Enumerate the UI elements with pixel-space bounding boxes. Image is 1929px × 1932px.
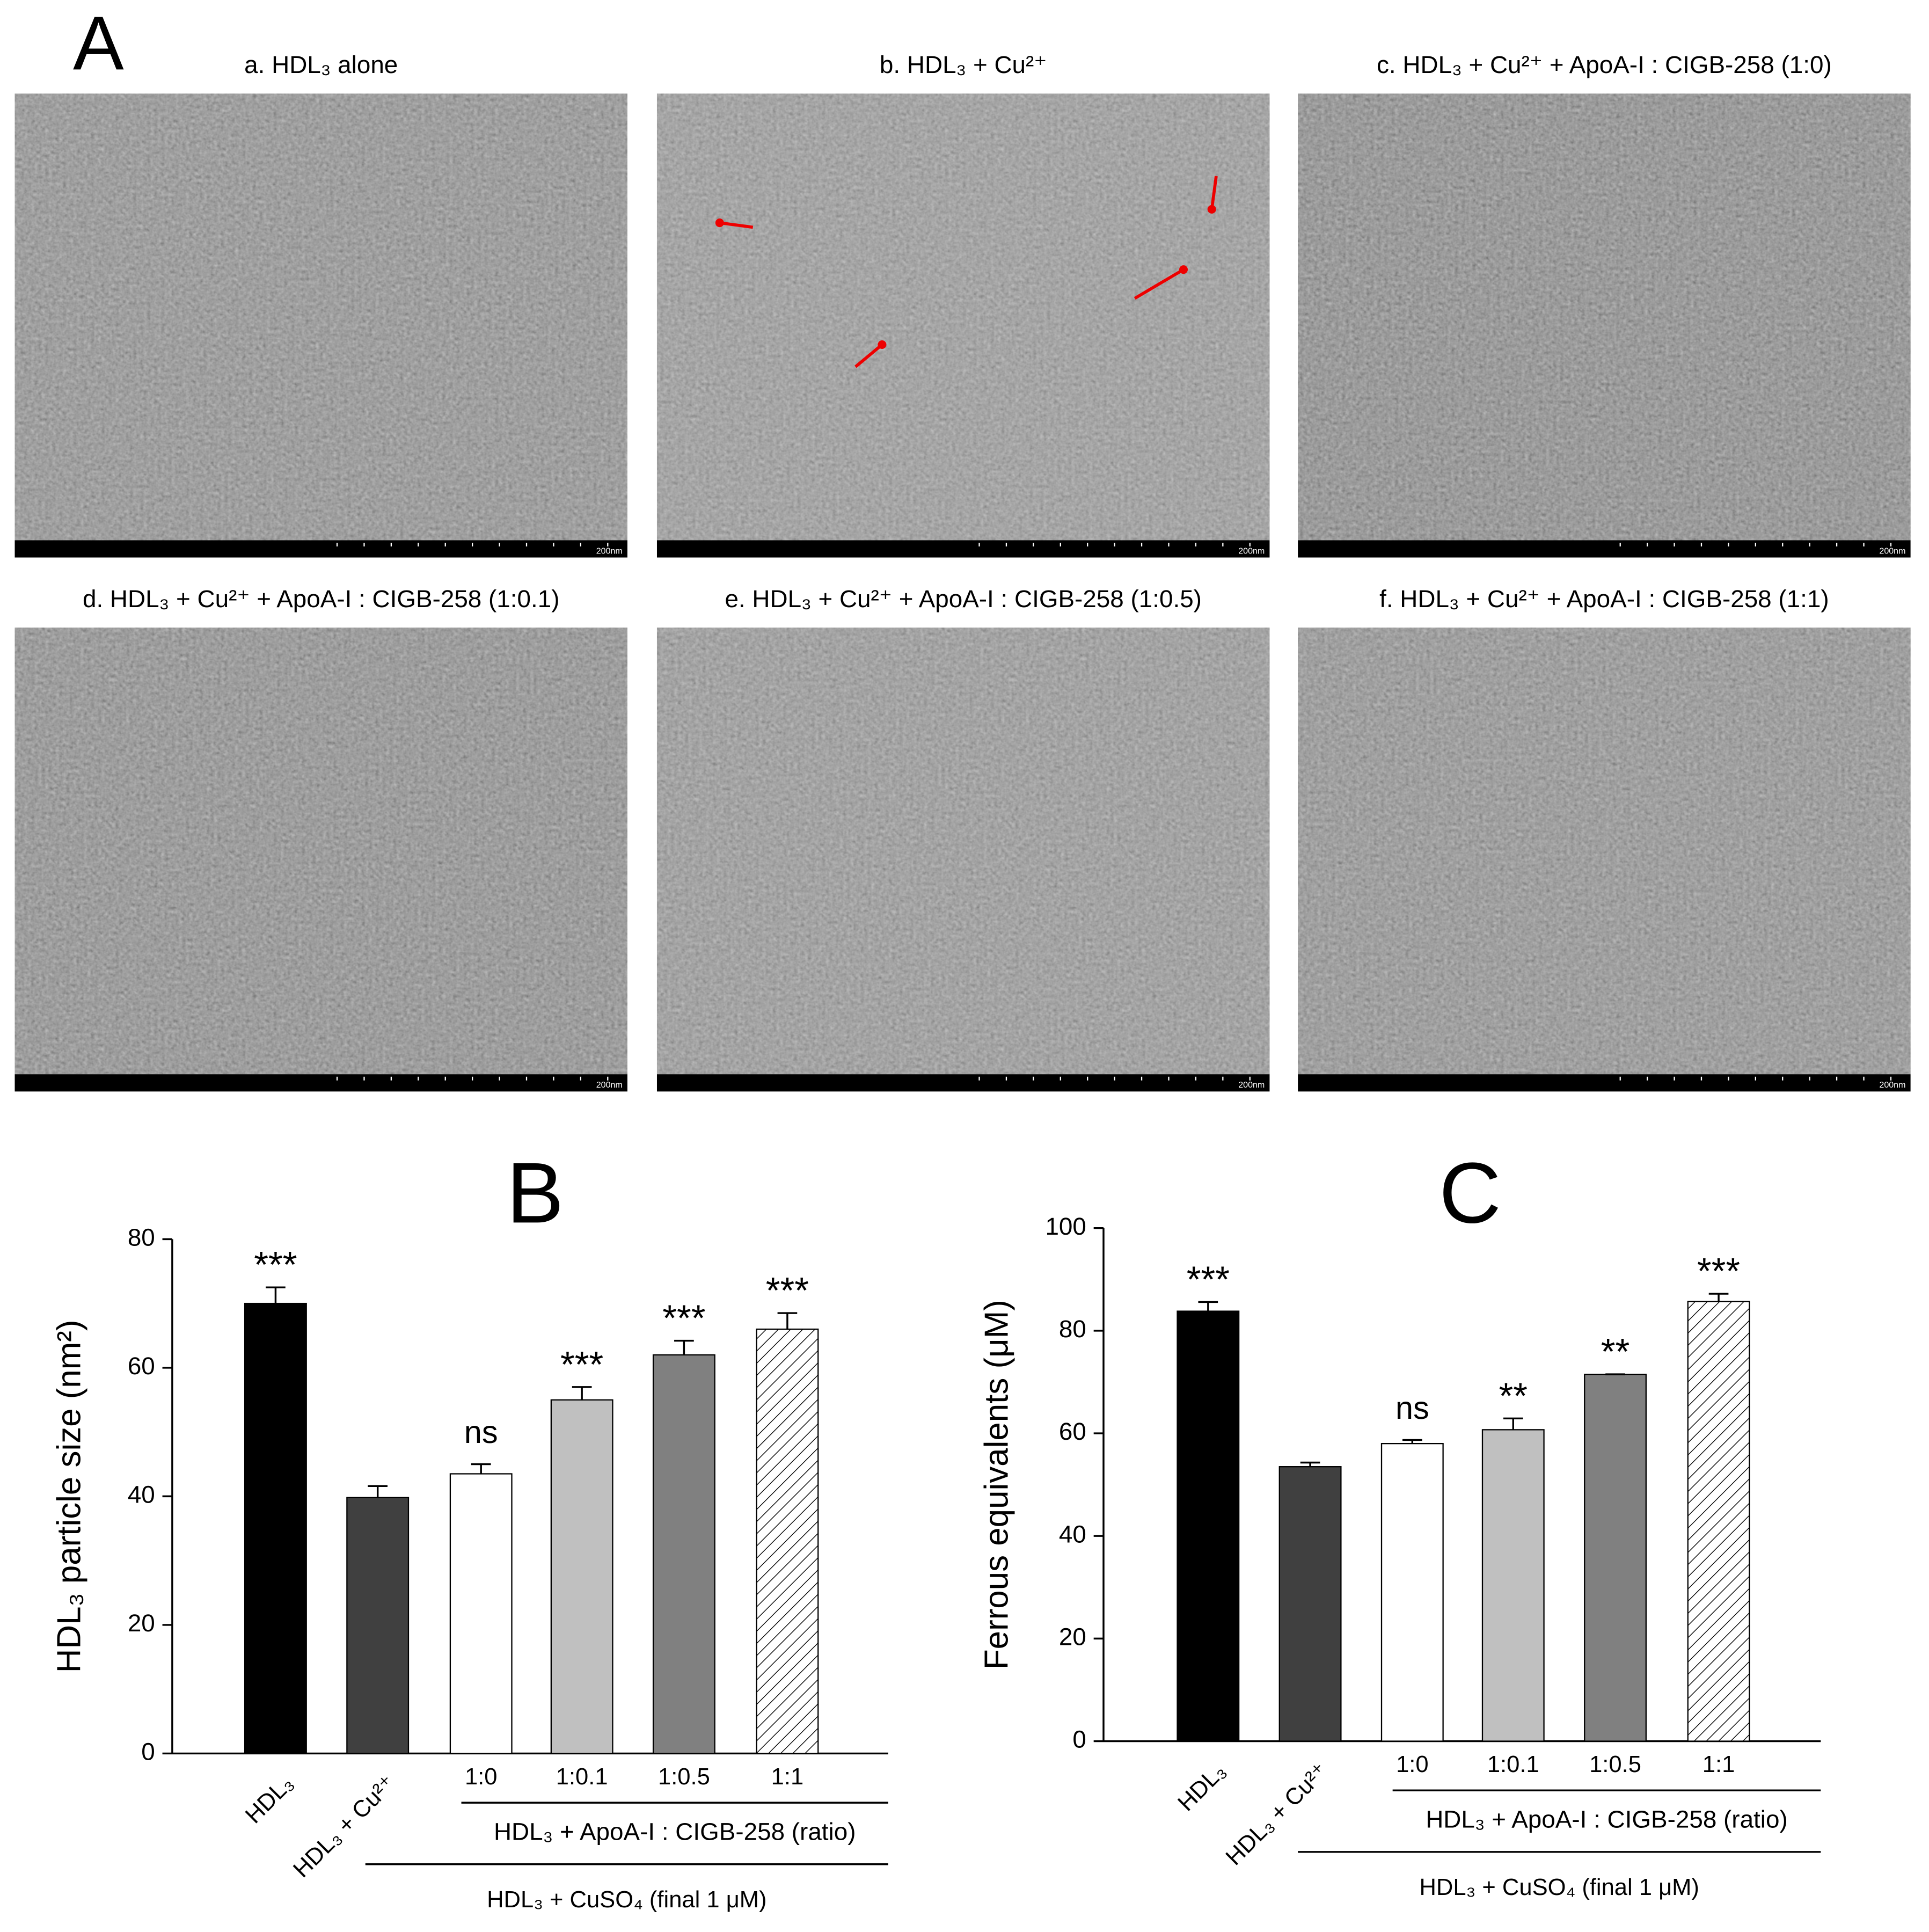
error-bar [1300, 1461, 1320, 1467]
y-tick-label: 60 [1059, 1418, 1086, 1445]
bar [449, 1473, 513, 1754]
bar [550, 1399, 613, 1754]
x-tick-label: 1:0 [465, 1764, 498, 1790]
image-title: e. HDL₃ + Cu²⁺ + ApoA-I : CIGB-258 (1:0.… [725, 585, 1202, 613]
arrow-head [715, 218, 724, 228]
y-tick-label: 60 [128, 1352, 155, 1380]
bar [1380, 1443, 1444, 1742]
significance-label: *** [766, 1270, 809, 1311]
image-title: c. HDL₃ + Cu²⁺ + ApoA-I : CIGB-258 (1:0) [1377, 51, 1832, 78]
scale-label: 200nm [596, 1080, 623, 1090]
panel-label: A [73, 1, 124, 86]
significance-label: ** [1499, 1375, 1528, 1417]
bar [1584, 1373, 1647, 1742]
group-label: HDL₃ + ApoA-I : CIGB-258 (ratio) [1426, 1806, 1788, 1833]
group-label: HDL₃ + CuSO₄ (final 1 μM) [1420, 1875, 1699, 1900]
scale-strip [1298, 1074, 1911, 1092]
scale-strip [14, 540, 627, 558]
significance-label: ns [1395, 1390, 1429, 1426]
group-label: HDL₃ + CuSO₄ (final 1 μM) [487, 1887, 766, 1913]
micrograph [1298, 93, 1911, 541]
arrow [1210, 176, 1218, 210]
error-bar [777, 1312, 798, 1330]
y-tick-label: 80 [1059, 1315, 1086, 1343]
y-tick-label: 100 [1045, 1213, 1086, 1240]
arrow [719, 221, 754, 229]
scale-label: 200nm [1879, 1080, 1905, 1090]
scale-label: 200nm [596, 546, 623, 556]
y-tick-label: 40 [128, 1481, 155, 1508]
bar [1278, 1466, 1342, 1742]
micrograph [1298, 628, 1911, 1075]
arrow-head [1207, 205, 1216, 214]
x-tick-label: 1:0.1 [556, 1764, 608, 1790]
y-tick-label: 0 [1072, 1726, 1086, 1753]
y-tick-label: 20 [128, 1609, 155, 1637]
bar [1687, 1301, 1750, 1742]
x-tick-label: HDL₃ + Cu²⁺ [1221, 1758, 1333, 1870]
arrow [1134, 268, 1185, 300]
micrograph [14, 628, 627, 1075]
bar [346, 1497, 410, 1754]
y-tick-label: 20 [1059, 1623, 1086, 1650]
scale-label: 200nm [1238, 1080, 1265, 1090]
micrograph [656, 628, 1270, 1075]
significance-label: *** [1187, 1259, 1230, 1300]
group-label: HDL₃ + ApoA-I : CIGB-258 (ratio) [494, 1818, 856, 1846]
scale-strip [1298, 540, 1911, 558]
bar [1177, 1310, 1240, 1742]
x-tick-label: 1:0.5 [658, 1764, 710, 1790]
bar [1481, 1429, 1545, 1742]
bar [652, 1354, 715, 1754]
bar [756, 1328, 819, 1754]
image-title: a. HDL₃ alone [244, 51, 398, 78]
scale-strip [656, 540, 1270, 558]
image-title: b. HDL₃ + Cu²⁺ [880, 51, 1047, 78]
error-bar [471, 1463, 491, 1474]
error-bar [674, 1339, 694, 1355]
bar [244, 1302, 307, 1754]
image-title: f. HDL₃ + Cu²⁺ + ApoA-I : CIGB-258 (1:1) [1379, 585, 1829, 613]
significance-label: *** [662, 1297, 705, 1339]
error-bar [266, 1286, 286, 1304]
y-tick-label: 0 [141, 1738, 155, 1766]
arrow [854, 343, 883, 368]
scale-label: 200nm [1879, 546, 1905, 556]
x-tick-label: 1:0 [1396, 1752, 1429, 1777]
y-tick-label: 40 [1059, 1520, 1086, 1548]
y-axis-label: HDL₃ particle size (nm²) [50, 1319, 87, 1673]
micrograph [14, 93, 627, 541]
chart-title: C [1439, 1144, 1501, 1241]
arrow-head [1179, 265, 1188, 274]
significance-label: *** [254, 1244, 297, 1286]
x-tick-label: HDL₃ + Cu²⁺ [288, 1770, 400, 1883]
error-bar [1708, 1293, 1729, 1302]
y-tick-label: 80 [128, 1223, 155, 1251]
image-title: d. HDL₃ + Cu²⁺ + ApoA-I : CIGB-258 (1:0.… [83, 585, 560, 613]
x-tick-label: 1:1 [1703, 1752, 1735, 1777]
x-tick-label: 1:0.1 [1487, 1752, 1539, 1777]
chart-title: B [507, 1144, 564, 1241]
significance-label: *** [1697, 1251, 1740, 1292]
x-tick-label: HDL₃ [240, 1770, 298, 1828]
error-bar [1503, 1417, 1523, 1430]
significance-label: ns [464, 1414, 498, 1450]
x-tick-label: 1:0.5 [1589, 1752, 1641, 1777]
significance-label: ** [1601, 1331, 1630, 1373]
x-tick-label: HDL₃ [1173, 1758, 1231, 1816]
arrow-head [878, 340, 887, 349]
error-bar [1402, 1439, 1422, 1444]
micrograph [656, 93, 1270, 541]
x-tick-label: 1:1 [771, 1764, 804, 1790]
significance-label: *** [560, 1344, 603, 1385]
error-bar [572, 1386, 592, 1400]
error-bar [368, 1485, 388, 1498]
scale-strip [14, 1074, 627, 1092]
error-bar [1198, 1301, 1218, 1311]
scale-label: 200nm [1238, 546, 1265, 556]
y-axis-label: Ferrous equivalents (μM) [978, 1300, 1015, 1669]
scale-strip [656, 1074, 1270, 1092]
